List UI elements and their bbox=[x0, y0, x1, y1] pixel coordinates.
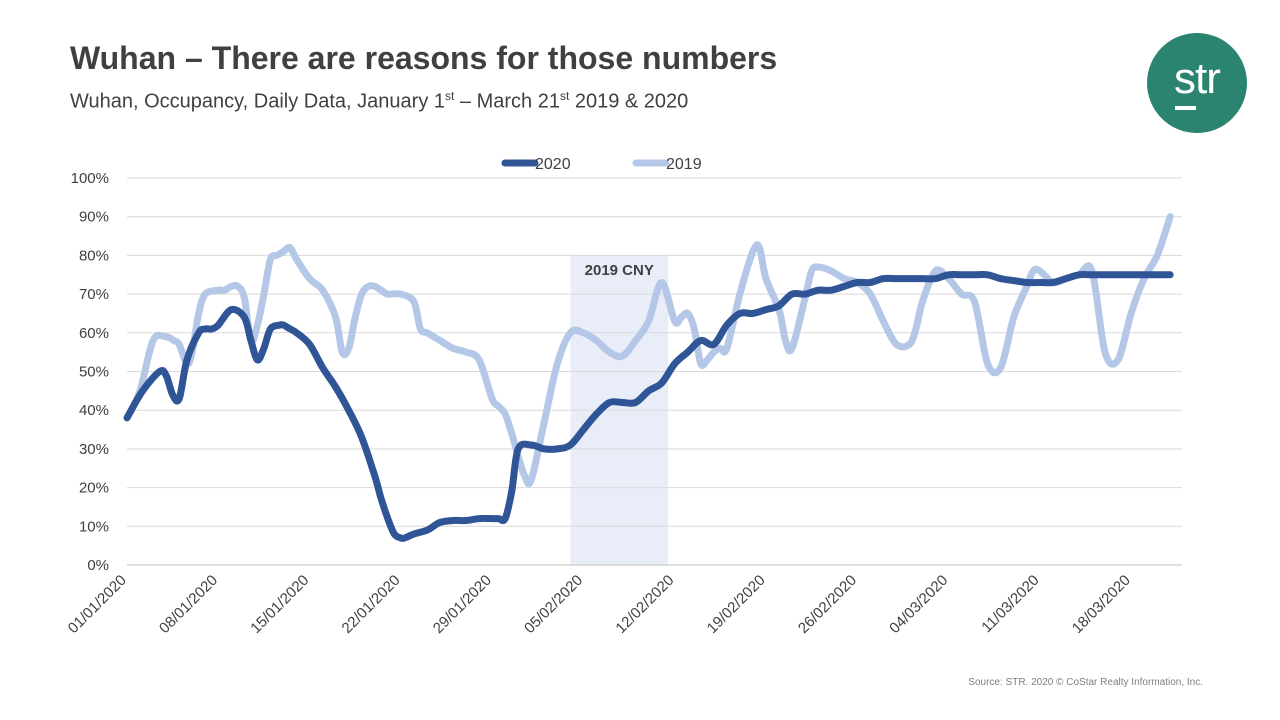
y-tick-label: 60% bbox=[79, 325, 109, 342]
x-tick-label: 08/01/2020 bbox=[156, 572, 221, 637]
str-logo: str bbox=[1147, 33, 1247, 133]
y-tick-label: 70% bbox=[79, 286, 109, 303]
subtitle-main: Wuhan, Occupancy, Daily Data, January 1 bbox=[70, 90, 445, 113]
y-tick-label: 20% bbox=[79, 480, 109, 497]
y-tick-label: 0% bbox=[87, 557, 109, 574]
subtitle-end: 2019 & 2020 bbox=[569, 90, 689, 113]
series-line-2019 bbox=[123, 213, 1174, 488]
x-tick-label: 29/01/2020 bbox=[430, 572, 495, 637]
subtitle-mid: – March 21 bbox=[454, 90, 560, 113]
y-tick-label: 40% bbox=[79, 402, 109, 419]
x-tick-label: 12/02/2020 bbox=[612, 572, 677, 637]
series-line-2020 bbox=[123, 270, 1174, 542]
x-tick-label: 19/02/2020 bbox=[704, 572, 769, 637]
logo-text: str bbox=[1174, 54, 1221, 103]
x-tick-label: 01/01/2020 bbox=[65, 572, 130, 637]
x-tick-label: 11/03/2020 bbox=[978, 572, 1042, 636]
y-tick-label: 30% bbox=[79, 441, 109, 458]
y-tick-label: 90% bbox=[79, 209, 109, 226]
x-tick-label: 18/03/2020 bbox=[1069, 572, 1134, 637]
subtitle-ordinal-1: st bbox=[445, 89, 455, 103]
x-tick-label: 15/01/2020 bbox=[247, 572, 312, 637]
x-tick-label: 04/03/2020 bbox=[886, 572, 951, 637]
y-tick-label: 100% bbox=[71, 170, 109, 187]
y-tick-label: 50% bbox=[79, 364, 109, 381]
cny-annotation-label: 2019 CNY bbox=[585, 262, 654, 279]
page-title: Wuhan – There are reasons for those numb… bbox=[70, 40, 778, 76]
subtitle-ordinal-2: st bbox=[559, 89, 570, 103]
source-note: Source: STR. 2020 © CoStar Realty Inform… bbox=[968, 677, 1203, 688]
x-tick-label: 22/01/2020 bbox=[339, 572, 404, 637]
page-subtitle: Wuhan, Occupancy, Daily Data, January 1s… bbox=[70, 89, 688, 114]
logo-underline bbox=[1175, 106, 1196, 110]
legend-label-2019: 2019 bbox=[666, 156, 702, 173]
legend-label-2020: 2020 bbox=[535, 156, 571, 173]
x-tick-label: 26/02/2020 bbox=[795, 572, 860, 637]
y-tick-label: 80% bbox=[79, 247, 109, 264]
x-tick-label: 05/02/2020 bbox=[521, 572, 586, 637]
y-tick-label: 10% bbox=[79, 518, 109, 535]
